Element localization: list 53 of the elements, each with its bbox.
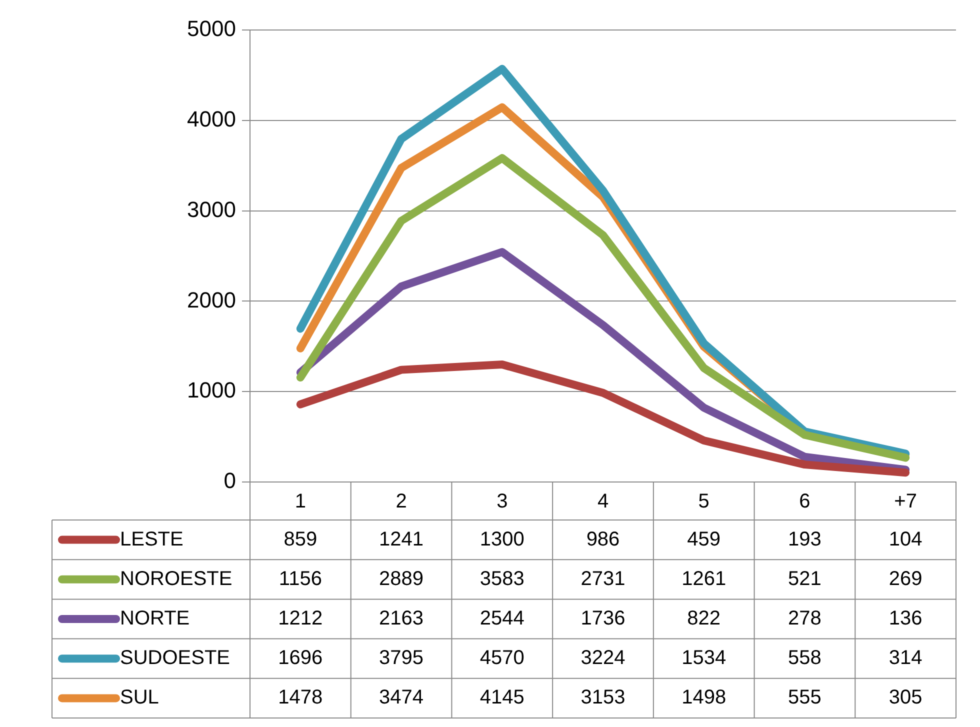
data-label: 278 <box>788 608 822 630</box>
y-tick-label: 1000 <box>187 378 236 403</box>
legend-label: NORTE <box>120 608 190 630</box>
data-label: 2731 <box>580 568 626 590</box>
data-label: 2163 <box>379 608 424 630</box>
legend-label: NOROESTE <box>120 568 232 590</box>
data-label: 1261 <box>682 568 726 590</box>
data-label: 3795 <box>379 647 424 670</box>
data-label: 1534 <box>682 647 726 670</box>
data-label: 459 <box>687 528 721 550</box>
legend-label: SUDOESTE <box>120 647 230 670</box>
data-label: 1498 <box>682 686 726 709</box>
y-tick-label: 0 <box>224 468 236 494</box>
data-label: 859 <box>284 528 318 550</box>
data-label: 4145 <box>480 686 524 709</box>
x-tick-label: 2 <box>396 490 407 513</box>
data-label: 3224 <box>580 647 626 670</box>
data-label: 521 <box>788 568 822 590</box>
data-label: 1696 <box>278 647 323 670</box>
data-label: 1300 <box>480 528 524 550</box>
data-label: 1736 <box>580 608 626 630</box>
data-label: 314 <box>888 647 922 670</box>
data-label: 1156 <box>278 568 322 590</box>
data-label: 822 <box>687 608 721 630</box>
data-label: 3153 <box>580 686 626 709</box>
data-label: 1212 <box>278 608 323 630</box>
data-label: 104 <box>888 528 922 550</box>
data-label: 3583 <box>480 568 524 590</box>
data-label: 136 <box>888 608 922 630</box>
legend-label: LESTE <box>120 528 184 550</box>
data-label: 3474 <box>379 686 424 709</box>
data-label: 193 <box>788 528 822 550</box>
x-tick-label: 4 <box>597 490 609 513</box>
x-tick-label: 3 <box>496 490 508 513</box>
y-tick-label: 4000 <box>187 106 236 132</box>
x-tick-label: 6 <box>799 490 810 513</box>
data-label: 269 <box>888 568 922 590</box>
y-tick-label: 3000 <box>187 196 236 222</box>
data-label: 2544 <box>480 608 524 630</box>
data-label: 558 <box>788 647 822 670</box>
data-label: 1478 <box>278 686 323 709</box>
x-tick-label: 1 <box>294 490 306 513</box>
data-label: 555 <box>788 686 822 709</box>
data-label: 1241 <box>379 528 424 550</box>
data-label: 986 <box>586 528 620 550</box>
data-label: 4570 <box>480 647 524 670</box>
y-tick-label: 2000 <box>187 287 236 312</box>
data-label: 2889 <box>379 568 424 590</box>
x-tick-label: +7 <box>894 490 917 513</box>
x-tick-label: 5 <box>698 490 710 513</box>
data-label: 305 <box>888 686 922 709</box>
legend-label: SUL <box>120 686 159 709</box>
y-tick-label: 5000 <box>187 16 236 42</box>
